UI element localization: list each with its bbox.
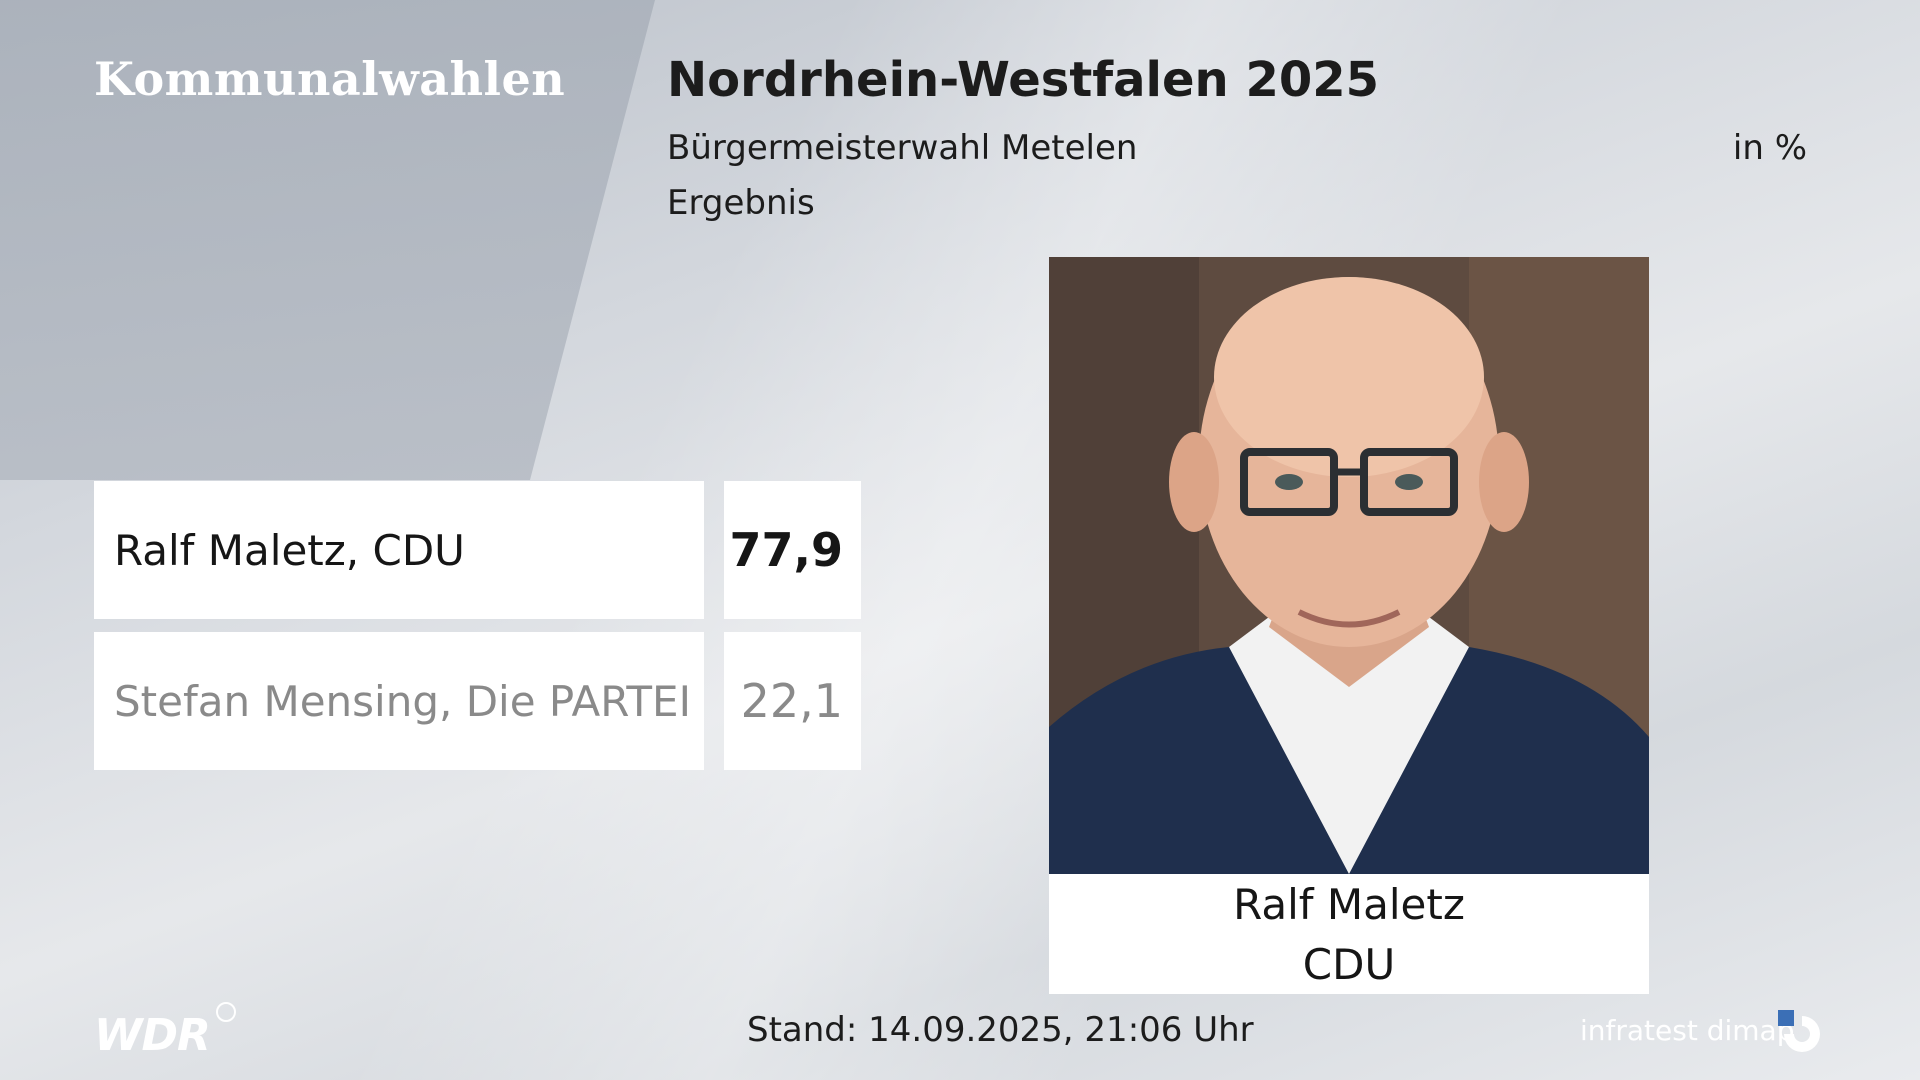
winner-party: CDU	[1302, 940, 1396, 989]
timestamp-label: Stand: 14.09.2025, 21:06 Uhr	[747, 1010, 1254, 1050]
wdr-logo-text: WDR	[94, 1010, 211, 1061]
winner-caption: Ralf Maletz CDU	[1049, 874, 1649, 994]
infratest-dimap-icon	[1778, 1010, 1820, 1052]
winner-name: Ralf Maletz	[1233, 880, 1465, 929]
das-erste-icon	[216, 1002, 236, 1022]
brand-label: Kommunalwahlen	[94, 52, 566, 106]
candidate-percent: 22,1	[724, 632, 861, 770]
page-title: Nordrhein-Westfalen 2025	[667, 52, 1380, 108]
result-label: Ergebnis	[667, 183, 815, 223]
wdr-logo: WDR	[94, 1002, 236, 1061]
page-subtitle: Bürgermeisterwahl Metelen	[667, 128, 1138, 168]
candidate-name: Stefan Mensing, Die PARTEI	[94, 632, 704, 770]
candidate-name: Ralf Maletz, CDU	[94, 481, 704, 619]
unit-label: in %	[1732, 128, 1807, 168]
candidate-percent: 77,9	[724, 481, 861, 619]
winner-card: Ralf Maletz CDU	[1049, 257, 1649, 994]
institute-label: infratest dimap	[1580, 1014, 1795, 1047]
winner-portrait-photo	[1049, 257, 1649, 874]
